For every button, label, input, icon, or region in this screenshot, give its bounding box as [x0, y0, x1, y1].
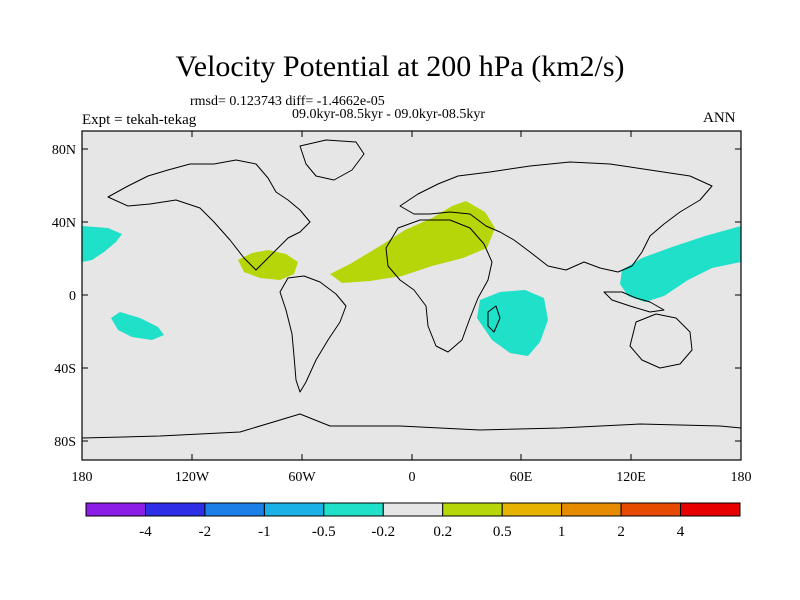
coastline-madagascar [487, 305, 501, 333]
season-label: ANN [703, 110, 736, 126]
negative-anomaly-western-pacific [620, 226, 741, 302]
plot-title: Velocity Potential at 200 hPa (km2/s) [175, 50, 625, 83]
coastline-north-america [107, 159, 311, 271]
colorbar-label: -1 [258, 524, 271, 540]
colorbar-label: 2 [617, 524, 625, 540]
coastline-antarctica [81, 413, 742, 439]
colorbar-swatch [501, 502, 563, 517]
lon-tick-label: 120W [175, 470, 210, 485]
coastline-south-america [279, 275, 347, 393]
lon-tick-label: 0 [409, 470, 416, 485]
colorbar-swatch [382, 502, 444, 517]
colorbar-swatch [145, 502, 206, 517]
colorbar-swatch [204, 502, 265, 517]
runs-line: 09.0kyr-08.5kyr - 09.0kyr-08.5kyr [292, 107, 486, 122]
colorbar-label: 0.5 [493, 524, 512, 540]
lat-tick-label: 40S [54, 362, 76, 377]
colorbar-label: -2 [199, 524, 212, 540]
positive-anomaly-caribbean [238, 250, 298, 280]
lon-tick-label: 60E [510, 470, 533, 485]
lat-tick-label: 40N [52, 216, 76, 231]
colorbar-label: 4 [677, 524, 685, 540]
colorbar [85, 502, 741, 517]
colorbar-swatch [680, 502, 741, 517]
lon-tick-label: 120E [616, 470, 646, 485]
colorbar-swatch [442, 502, 503, 517]
colorbar-label: 1 [558, 524, 566, 540]
axis-ticks [81, 131, 742, 460]
stats-line: rmsd= 0.123743 diff= -1.4662e-05 [190, 94, 385, 109]
lat-tick-label: 80N [52, 143, 76, 158]
colorbar-swatch [620, 502, 682, 517]
colorbar-swatch [561, 502, 622, 517]
colorbar-labels: -4 -2 -1 -0.5 -0.2 0.2 0.5 1 2 4 [139, 524, 685, 540]
negative-anomaly-north-pacific [82, 226, 122, 262]
coastline-africa [385, 219, 493, 353]
experiment-label: Expt = tekah-tekag [82, 112, 197, 128]
coastline-australia [629, 313, 693, 369]
coastlines [81, 139, 742, 439]
colorbar-swatch [263, 502, 325, 517]
lon-tick-label: 180 [731, 470, 752, 485]
lat-tick-label: 0 [69, 289, 76, 304]
colorbar-label: -0.5 [312, 524, 336, 540]
lat-tick-label: 80S [54, 435, 76, 450]
coastline-indonesia [603, 291, 665, 313]
coastline-greenland [299, 139, 365, 181]
colorbar-label: -0.2 [371, 524, 395, 540]
negative-anomaly-south-pacific [111, 312, 164, 340]
colorbar-swatch [85, 502, 146, 517]
lon-tick-label: 180 [72, 470, 93, 485]
colorbar-label: 0.2 [433, 524, 452, 540]
colorbar-label: -4 [139, 524, 152, 540]
coastline-europe-asia [399, 161, 713, 273]
lon-tick-label: 60W [288, 470, 316, 485]
colorbar-swatch [323, 502, 384, 517]
